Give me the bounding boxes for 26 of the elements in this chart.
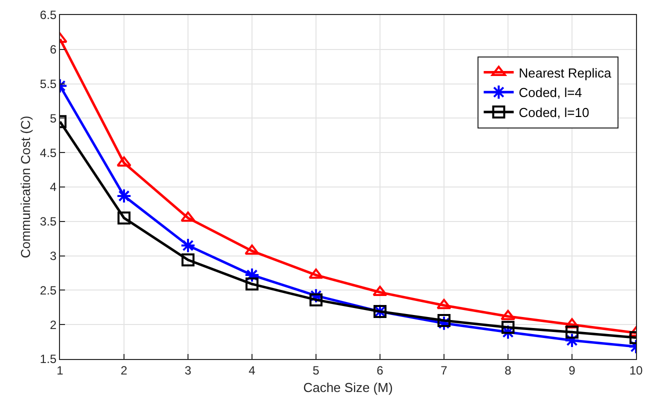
y-tick-label: 3.5	[40, 214, 57, 229]
x-tick-label: 9	[568, 363, 576, 378]
legend-label: Coded, l=4	[518, 85, 582, 100]
x-tick-label: 2	[120, 363, 128, 378]
legend-label: Nearest Replica	[518, 65, 612, 80]
y-tick-label: 2.5	[40, 283, 57, 298]
y-tick-label: 5.5	[40, 77, 57, 91]
legend-label: Coded, l=10	[518, 105, 590, 120]
x-tick-label: 1	[56, 363, 64, 378]
x-tick-label: 6	[376, 363, 384, 378]
x-tick-label: 5	[312, 363, 320, 378]
x-tick-label: 7	[440, 363, 448, 378]
x-tick-label: 10	[629, 363, 643, 378]
y-tick-label: 6	[50, 42, 57, 57]
y-tick-label: 4.5	[40, 146, 57, 160]
y-tick-label: 4	[50, 180, 57, 194]
x-axis-title: Cache Size (M)	[303, 380, 393, 395]
x-tick-label: 3	[184, 363, 192, 378]
y-axis-title: Communication Cost (C)	[18, 116, 33, 258]
x-tick-label: 8	[504, 363, 512, 378]
y-tick-label: 5	[50, 111, 57, 126]
y-tick-label: 3	[50, 249, 57, 263]
x-tick-label: 4	[248, 363, 256, 378]
y-tick-label: 6.5	[40, 8, 57, 22]
y-tick-label: 2	[50, 318, 57, 332]
y-tick-label: 1.5	[40, 352, 57, 366]
